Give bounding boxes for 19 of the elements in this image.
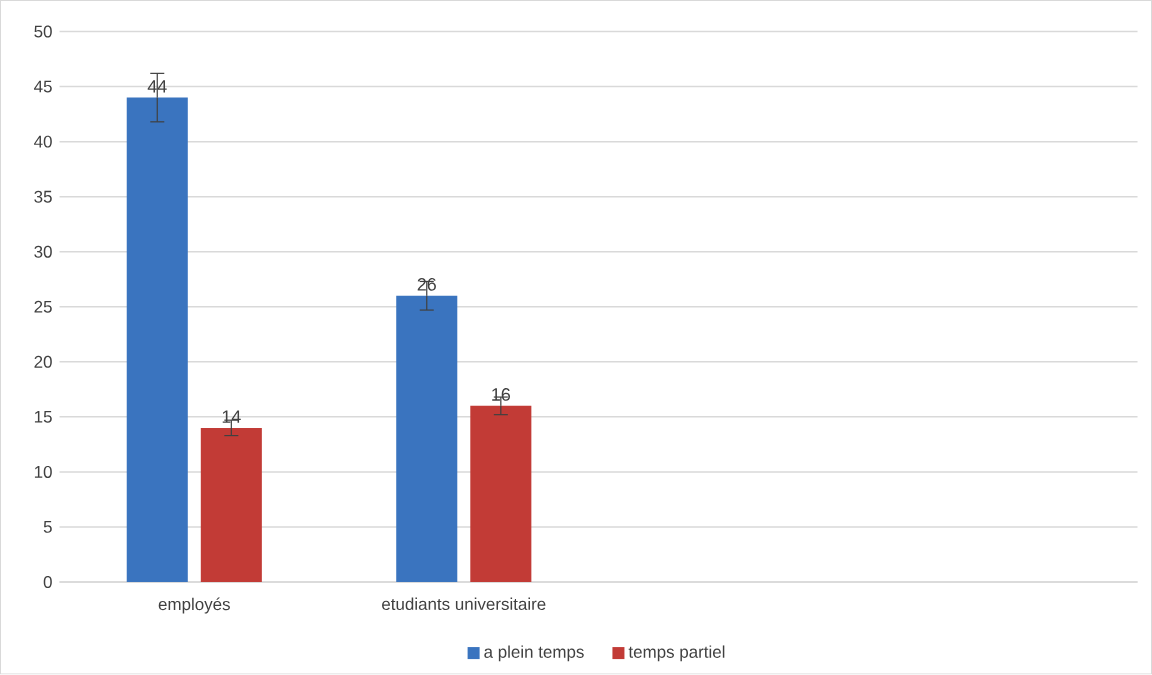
y-tick-label: 35 [34,190,52,203]
x-tick-label: etudiants universitaire [382,597,546,611]
legend-label: temps partiel [628,645,725,662]
y-tick-label: 10 [34,466,52,479]
y-tick-label: 30 [34,245,52,258]
y-tick-label: 0 [43,576,52,589]
y-tick-label: 15 [34,411,52,423]
y-tick-label: 20 [34,356,52,369]
bar [396,295,458,583]
y-tick-label: 40 [34,135,52,148]
y-tick-label: 5 [43,521,52,534]
y-tick-label: 45 [34,80,52,93]
y-tick-label: 25 [34,300,52,313]
legend-label: a plein temps [484,645,584,662]
bar [470,406,532,583]
bar [200,428,262,583]
bar [126,97,188,583]
y-tick-label: 50 [34,25,52,38]
x-tick-label: employés [158,597,230,614]
